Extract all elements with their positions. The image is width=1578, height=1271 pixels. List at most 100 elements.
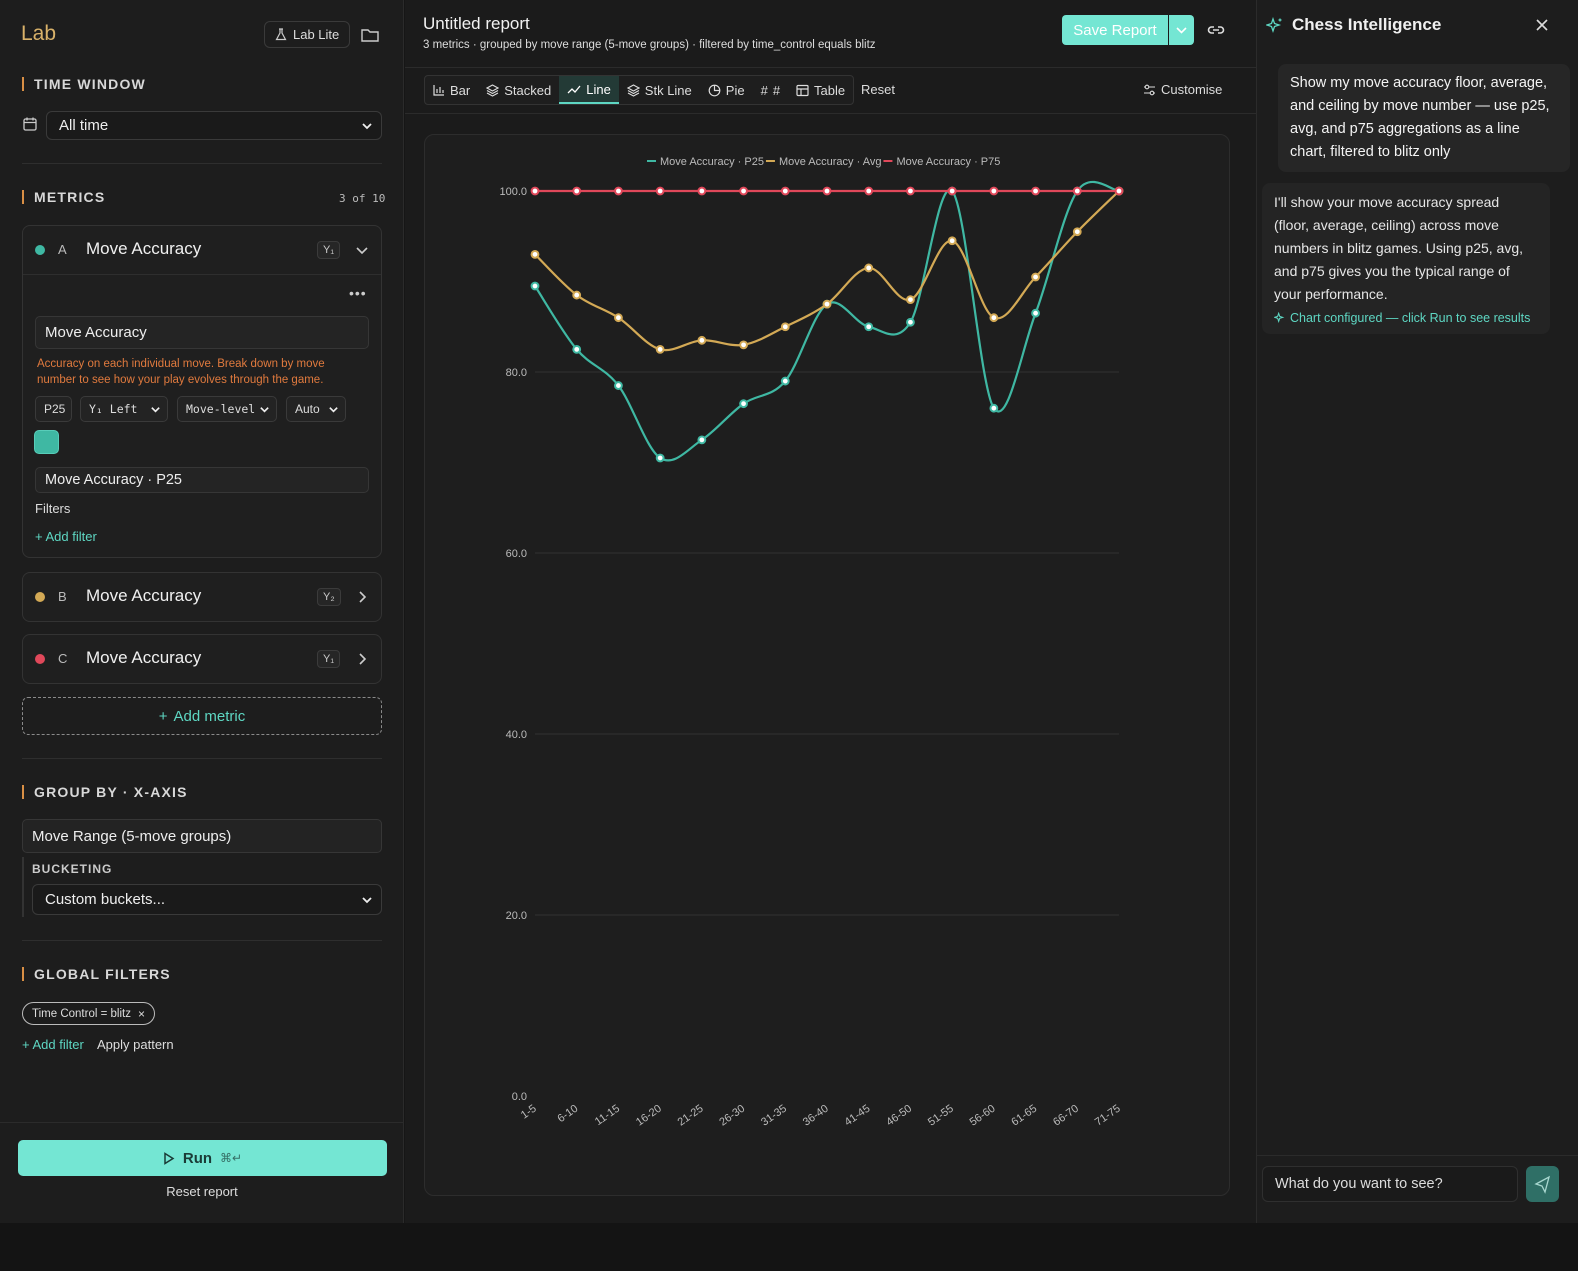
tab-number[interactable]: # # bbox=[753, 76, 788, 104]
metric-name: Move Accuracy bbox=[86, 648, 202, 667]
filter-pill-time-control[interactable]: Time Control = blitz × bbox=[22, 1002, 155, 1025]
data-point bbox=[1072, 186, 1082, 196]
tab-line[interactable]: Line bbox=[559, 76, 619, 104]
add-metric-button[interactable]: + Add metric bbox=[22, 697, 382, 735]
time-window-value: All time bbox=[59, 117, 109, 134]
report-title[interactable]: Untitled report bbox=[423, 14, 530, 33]
x-tick-label: 61-65 bbox=[1009, 1103, 1039, 1129]
color-swatch[interactable] bbox=[34, 430, 59, 454]
metric-header-a[interactable]: A Move Accuracy Y₁ bbox=[23, 226, 381, 274]
axis-badge[interactable]: Y₁ bbox=[317, 241, 341, 259]
filters-label: Filters bbox=[35, 501, 71, 516]
metric-card-c[interactable]: C Move Accuracy Y₁ bbox=[22, 634, 382, 684]
bucketing-select[interactable]: Custom buckets... bbox=[32, 884, 382, 915]
axis-badge[interactable]: Y₂ bbox=[317, 588, 341, 606]
data-point bbox=[530, 281, 540, 291]
scale-select[interactable]: Auto bbox=[286, 396, 346, 422]
chevron-right-icon[interactable] bbox=[355, 652, 369, 666]
group-by-value: Move Range (5-move groups) bbox=[32, 827, 232, 845]
group-by-field[interactable]: Move Range (5-move groups) bbox=[22, 819, 382, 853]
x-tick-label: 71-75 bbox=[1093, 1103, 1123, 1129]
scale-select-value: Auto bbox=[295, 402, 320, 416]
global-filters-title: GLOBAL FILTERS bbox=[22, 967, 171, 981]
time-window-select[interactable]: All time bbox=[46, 111, 382, 140]
chevron-down-icon bbox=[362, 122, 372, 129]
divider bbox=[405, 67, 1256, 68]
axis-badge[interactable]: Y₁ bbox=[317, 650, 341, 668]
divider bbox=[22, 758, 382, 759]
bar-chart-icon bbox=[433, 85, 444, 96]
hash-icon: # bbox=[760, 82, 768, 98]
metric-color-dot bbox=[35, 245, 45, 255]
chevron-down-icon[interactable] bbox=[355, 243, 369, 257]
metric-name-field[interactable]: Move Accuracy bbox=[35, 316, 369, 349]
tab-pie[interactable]: Pie bbox=[700, 76, 753, 104]
metric-card-a: A Move Accuracy Y₁ bbox=[22, 225, 382, 558]
series-label-field[interactable]: Move Accuracy · P25 bbox=[35, 467, 369, 493]
data-point bbox=[530, 249, 540, 259]
tab-label: Bar bbox=[450, 82, 471, 98]
layers-icon bbox=[486, 83, 500, 97]
close-icon[interactable] bbox=[1535, 18, 1549, 32]
y-tick-label: 100.0 bbox=[499, 186, 527, 198]
metric-card-b[interactable]: B Move Accuracy Y₂ bbox=[22, 572, 382, 622]
bottom-strip bbox=[0, 1223, 1578, 1271]
save-report-button[interactable]: Save Report bbox=[1062, 15, 1168, 45]
level-select-value: Move-level bbox=[186, 402, 256, 416]
send-button[interactable] bbox=[1526, 1166, 1559, 1202]
add-global-filter-link[interactable]: + Add filter bbox=[22, 1037, 84, 1052]
x-tick-label: 16-20 bbox=[634, 1103, 664, 1129]
chat-input[interactable]: What do you want to see? bbox=[1262, 1166, 1518, 1202]
close-icon[interactable]: × bbox=[137, 1006, 145, 1021]
chevron-down-icon bbox=[1176, 27, 1187, 34]
x-tick-label: 11-15 bbox=[593, 1103, 622, 1129]
run-button[interactable]: Run ⌘↵ bbox=[18, 1140, 387, 1176]
customise-button[interactable]: Customise bbox=[1143, 82, 1222, 97]
apply-pattern-link[interactable]: Apply pattern bbox=[97, 1037, 174, 1052]
x-tick-label: 56-60 bbox=[968, 1103, 998, 1129]
reset-chart-button[interactable]: Reset bbox=[861, 82, 895, 97]
data-point bbox=[906, 295, 915, 305]
tab-label: Pie bbox=[725, 82, 745, 98]
level-select[interactable]: Move-level bbox=[177, 396, 277, 422]
add-metric-label: Add metric bbox=[173, 707, 246, 725]
reset-report-link[interactable]: Reset report bbox=[166, 1184, 238, 1199]
axis-select[interactable]: Y₁ Left bbox=[80, 396, 168, 422]
link-icon[interactable] bbox=[1206, 20, 1226, 40]
data-point bbox=[989, 313, 999, 323]
more-options-icon[interactable]: ••• bbox=[349, 285, 367, 301]
y-tick-label: 20.0 bbox=[506, 910, 527, 922]
add-metric-filter-link[interactable]: + Add filter bbox=[35, 529, 97, 544]
tab-table[interactable]: Table bbox=[788, 76, 853, 104]
chevron-down-icon bbox=[362, 896, 372, 903]
x-tick-label: 6-10 bbox=[556, 1103, 581, 1125]
tab-label: Line bbox=[586, 81, 611, 97]
tab-stk-line[interactable]: Stk Line bbox=[619, 76, 700, 104]
play-icon bbox=[164, 1151, 175, 1165]
x-tick-label: 46-50 bbox=[884, 1103, 914, 1129]
tab-label: Stk Line bbox=[644, 82, 692, 98]
customise-label: Customise bbox=[1161, 82, 1223, 97]
data-point bbox=[572, 344, 582, 354]
bucketing-indent bbox=[22, 857, 24, 917]
folder-icon[interactable] bbox=[360, 25, 380, 45]
line-chart[interactable]: 0.0 20.0 40.0 60.0 80.0 100.0 1-5 6-10 11-15 16-2… bbox=[425, 135, 1231, 1197]
tab-stacked[interactable]: Stacked bbox=[478, 76, 559, 104]
divider bbox=[0, 1122, 403, 1123]
metric-name: Move Accuracy bbox=[86, 239, 202, 258]
sparkles-icon bbox=[1274, 312, 1285, 324]
chevron-right-icon[interactable] bbox=[355, 590, 369, 604]
aggregation-chip[interactable]: P25 bbox=[35, 396, 72, 422]
save-options-button[interactable] bbox=[1169, 15, 1194, 45]
lab-lite-button[interactable]: Lab Lite bbox=[264, 21, 351, 48]
assistant-title: Chess Intelligence bbox=[1292, 15, 1442, 34]
sparkles-icon bbox=[1266, 17, 1282, 34]
legend-label: Move Accuracy · P25 bbox=[660, 156, 764, 168]
series-label-value: Move Accuracy · P25 bbox=[45, 472, 182, 488]
sliders-icon bbox=[1144, 84, 1155, 95]
metric-letter: B bbox=[58, 589, 67, 604]
data-point bbox=[655, 344, 665, 354]
x-tick-label: 21-25 bbox=[676, 1103, 706, 1129]
tab-bar[interactable]: Bar bbox=[425, 76, 478, 104]
divider bbox=[23, 274, 381, 275]
